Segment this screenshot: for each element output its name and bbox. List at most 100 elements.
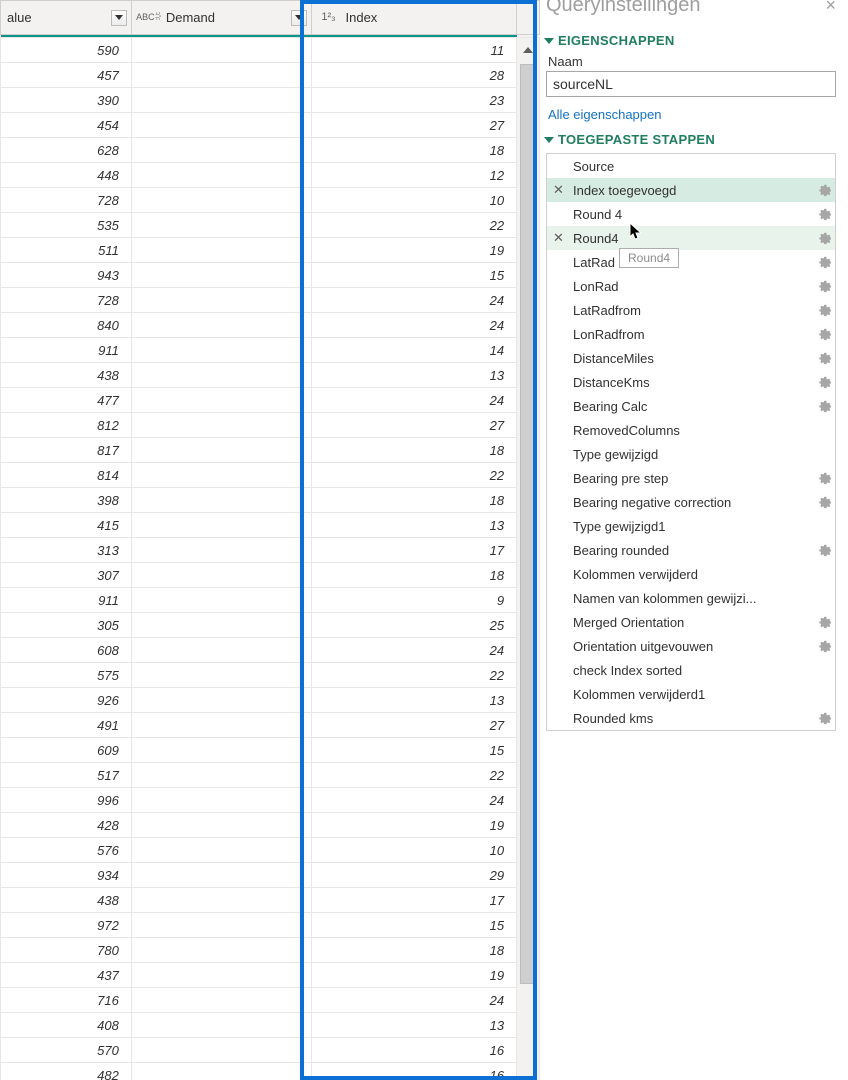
cell-demand[interactable] <box>131 138 311 163</box>
table-row[interactable]: 9119 <box>1 588 540 613</box>
cell-index[interactable]: 24 <box>311 638 517 663</box>
cell-value[interactable]: 307 <box>1 563 132 588</box>
cell-value[interactable]: 448 <box>1 163 132 188</box>
cell-value[interactable]: 570 <box>1 1038 132 1063</box>
applied-step[interactable]: ✕LonRadfrom <box>547 322 835 346</box>
cell-demand[interactable] <box>131 163 311 188</box>
cell-demand[interactable] <box>131 963 311 988</box>
cell-index[interactable]: 18 <box>311 138 517 163</box>
gear-icon[interactable] <box>817 495 831 509</box>
table-row[interactable]: 42819 <box>1 813 540 838</box>
cell-value[interactable]: 438 <box>1 888 132 913</box>
applied-step[interactable]: ✕check Index sorted <box>547 658 835 682</box>
table-row[interactable]: 41513 <box>1 513 540 538</box>
scroll-thumb[interactable] <box>520 64 535 984</box>
cell-index[interactable]: 18 <box>311 563 517 588</box>
cell-index[interactable]: 15 <box>311 263 517 288</box>
table-row[interactable]: 926 13 <box>1 688 540 713</box>
applied-step[interactable]: ✕Bearing negative correction <box>547 490 835 514</box>
gear-icon[interactable] <box>817 711 831 725</box>
table-row[interactable]: 59011 <box>1 38 540 63</box>
cell-demand[interactable] <box>131 563 311 588</box>
cell-index[interactable]: 22 <box>311 763 517 788</box>
cell-demand[interactable] <box>131 738 311 763</box>
cell-demand[interactable] <box>131 463 311 488</box>
cell-index[interactable]: 17 <box>311 888 517 913</box>
cell-value[interactable]: 814 <box>1 463 132 488</box>
cell-demand[interactable] <box>131 763 311 788</box>
table-row[interactable]: 608 24 <box>1 638 540 663</box>
gear-icon[interactable] <box>817 639 831 653</box>
gear-icon[interactable] <box>817 327 831 341</box>
applied-step[interactable]: ✕Kolommen verwijderd1 <box>547 682 835 706</box>
cell-value[interactable]: 491 <box>1 713 132 738</box>
cell-index[interactable]: 10 <box>311 188 517 213</box>
table-row[interactable]: 307 18 <box>1 563 540 588</box>
cell-value[interactable]: 812 <box>1 413 132 438</box>
cell-index[interactable]: 11 <box>311 38 517 63</box>
cell-demand[interactable] <box>131 638 311 663</box>
applied-step[interactable]: ✕Bearing rounded <box>547 538 835 562</box>
cell-index[interactable]: 22 <box>311 213 517 238</box>
table-row[interactable]: 45728 <box>1 63 540 88</box>
cell-demand[interactable] <box>131 713 311 738</box>
applied-step[interactable]: ✕LatRadfrom <box>547 298 835 322</box>
cell-demand[interactable] <box>131 788 311 813</box>
cell-demand[interactable] <box>131 213 311 238</box>
cell-demand[interactable] <box>131 513 311 538</box>
table-row[interactable]: 60915 <box>1 738 540 763</box>
applied-step[interactable]: ✕Namen van kolommen gewijzi... <box>547 586 835 610</box>
cell-index[interactable]: 29 <box>311 863 517 888</box>
gear-icon[interactable] <box>817 615 831 629</box>
cell-value[interactable]: 457 <box>1 63 132 88</box>
cell-value[interactable]: 926 <box>1 688 132 713</box>
table-row[interactable]: 81227 <box>1 413 540 438</box>
table-row[interactable]: 94315 <box>1 263 540 288</box>
cell-value[interactable]: 608 <box>1 638 132 663</box>
cell-index[interactable]: 13 <box>311 688 517 713</box>
cell-index[interactable]: 19 <box>311 963 517 988</box>
table-row[interactable]: 51119 <box>1 238 540 263</box>
applied-step[interactable]: ✕Source <box>547 154 835 178</box>
table-row[interactable]: 448 12 <box>1 163 540 188</box>
applied-steps-header[interactable]: TOEGEPASTE STAPPEN <box>546 132 836 147</box>
cell-index[interactable]: 25 <box>311 613 517 638</box>
cell-demand[interactable] <box>131 313 311 338</box>
cell-demand[interactable] <box>131 113 311 138</box>
column-header-index[interactable]: Index <box>311 1 517 35</box>
cell-demand[interactable] <box>131 338 311 363</box>
gear-icon[interactable] <box>817 231 831 245</box>
table-row[interactable]: 72810 <box>1 188 540 213</box>
cell-demand[interactable] <box>131 813 311 838</box>
gear-icon[interactable] <box>817 543 831 557</box>
cell-value[interactable]: 454 <box>1 113 132 138</box>
close-icon[interactable]: × <box>825 0 836 16</box>
table-row[interactable]: 47724 <box>1 388 540 413</box>
cell-value[interactable]: 437 <box>1 963 132 988</box>
cell-index[interactable]: 19 <box>311 813 517 838</box>
applied-step[interactable]: ✕DistanceKms <box>547 370 835 394</box>
cell-demand[interactable] <box>131 238 311 263</box>
cell-index[interactable]: 24 <box>311 388 517 413</box>
applied-step[interactable]: ✕RemovedColumns <box>547 418 835 442</box>
applied-step[interactable]: ✕Rounded kms <box>547 706 835 730</box>
gear-icon[interactable] <box>817 375 831 389</box>
cell-value[interactable]: 313 <box>1 538 132 563</box>
column-header-demand[interactable]: Demand <box>131 1 311 35</box>
cell-value[interactable]: 517 <box>1 763 132 788</box>
cell-demand[interactable] <box>131 88 311 113</box>
cell-value[interactable]: 535 <box>1 213 132 238</box>
table-row[interactable]: 39818 <box>1 488 540 513</box>
cell-index[interactable]: 16 <box>311 1038 517 1063</box>
cell-index[interactable]: 22 <box>311 663 517 688</box>
cell-index[interactable]: 13 <box>311 363 517 388</box>
cell-value[interactable]: 840 <box>1 313 132 338</box>
cell-index[interactable]: 12 <box>311 163 517 188</box>
table-row[interactable]: 97215 <box>1 913 540 938</box>
cell-index[interactable]: 27 <box>311 113 517 138</box>
cell-index[interactable]: 14 <box>311 338 517 363</box>
gear-icon[interactable] <box>817 207 831 221</box>
scroll-up-icon[interactable] <box>520 42 536 58</box>
cell-demand[interactable] <box>131 263 311 288</box>
cell-value[interactable]: 628 <box>1 138 132 163</box>
